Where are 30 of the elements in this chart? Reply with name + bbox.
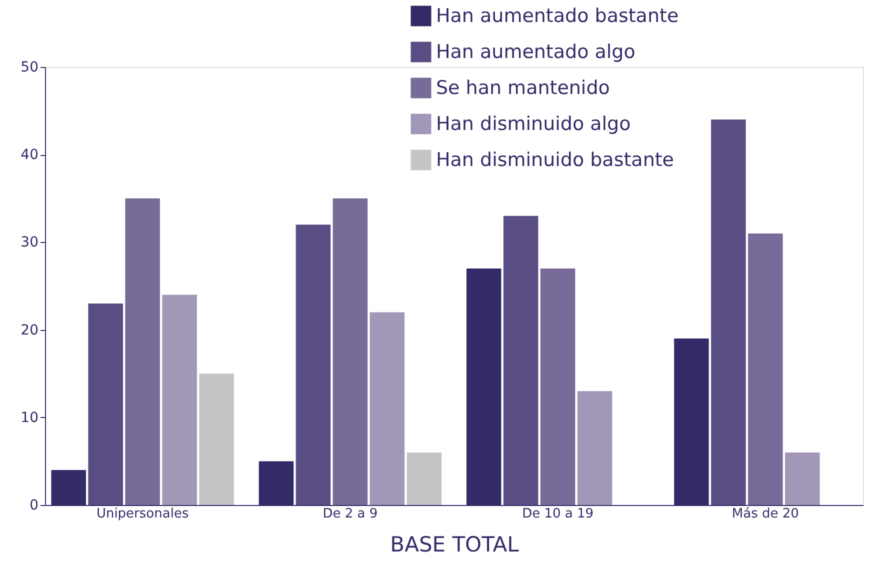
bar bbox=[577, 391, 612, 505]
y-tick-label: 0 bbox=[30, 498, 38, 514]
y-tick-label: 30 bbox=[20, 234, 38, 251]
bar bbox=[199, 374, 234, 505]
bar bbox=[711, 120, 746, 505]
x-tick-label: De 2 a 9 bbox=[322, 506, 378, 522]
bar bbox=[332, 198, 368, 505]
y-tick-label: 40 bbox=[20, 147, 38, 164]
bar bbox=[503, 216, 538, 505]
legend-label: Han disminuido bastante bbox=[436, 149, 674, 171]
bar bbox=[125, 198, 160, 505]
x-tick-label: De 10 a 19 bbox=[522, 506, 594, 522]
legend-label: Han aumentado algo bbox=[436, 41, 636, 63]
x-axis-title: BASE TOTAL bbox=[390, 532, 520, 556]
bar bbox=[88, 304, 123, 505]
y-tick-label: 50 bbox=[20, 60, 38, 76]
x-tick-label: Unipersonales bbox=[96, 506, 189, 522]
legend-label: Han disminuido algo bbox=[436, 113, 631, 135]
legend-label: Se han mantenido bbox=[436, 77, 610, 99]
x-tick-label: Más de 20 bbox=[732, 506, 799, 522]
bar bbox=[748, 233, 783, 505]
bar bbox=[162, 294, 197, 505]
bar bbox=[370, 312, 405, 505]
bar bbox=[540, 268, 576, 505]
bar bbox=[406, 452, 442, 505]
bar bbox=[296, 224, 331, 505]
y-tick-label: 20 bbox=[20, 322, 38, 338]
bar bbox=[785, 452, 820, 505]
legend-label: Han aumentado bastante bbox=[436, 5, 679, 27]
y-tick-label: 10 bbox=[20, 410, 38, 426]
